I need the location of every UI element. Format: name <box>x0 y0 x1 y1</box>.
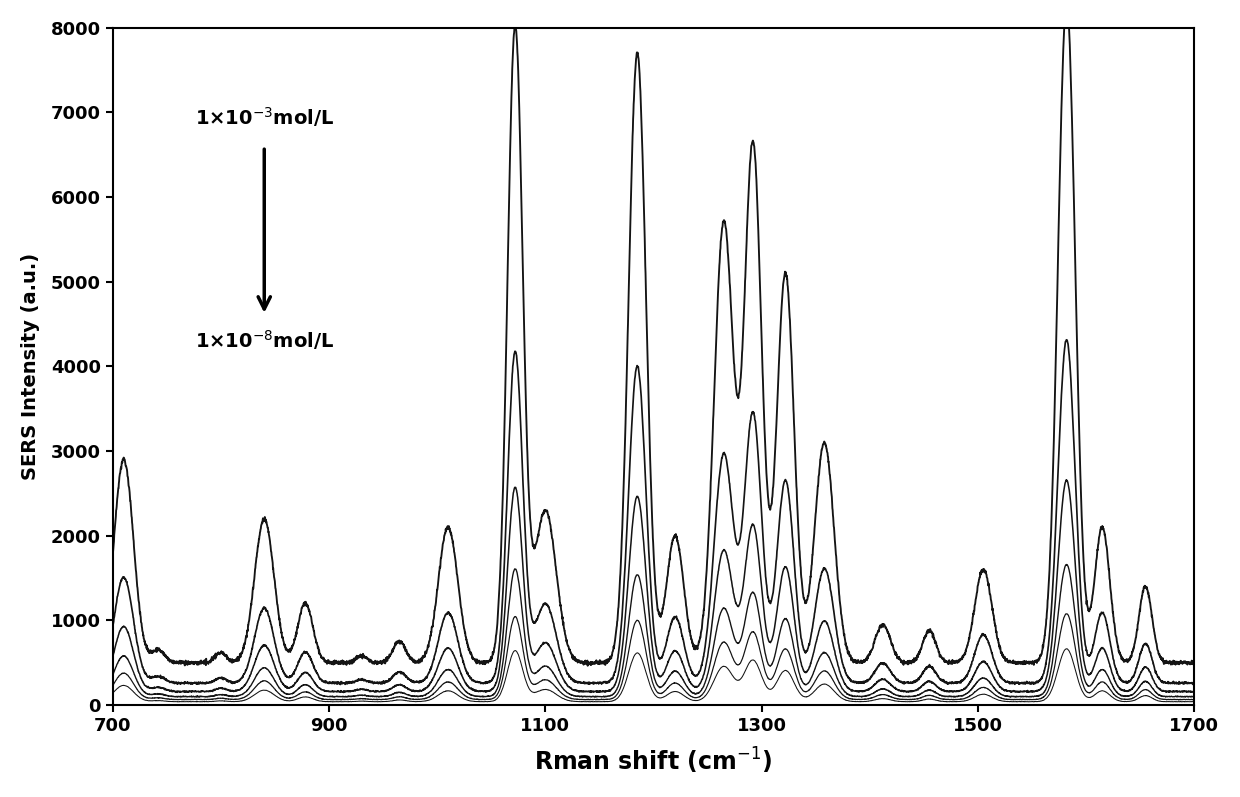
Y-axis label: SERS Intensity (a.u.): SERS Intensity (a.u.) <box>21 253 40 480</box>
X-axis label: Rman shift (cm$^{-1}$): Rman shift (cm$^{-1}$) <box>534 746 773 776</box>
Text: 1×10$^{-3}$mol/L: 1×10$^{-3}$mol/L <box>195 105 334 129</box>
Text: 1×10$^{-8}$mol/L: 1×10$^{-8}$mol/L <box>195 328 334 352</box>
